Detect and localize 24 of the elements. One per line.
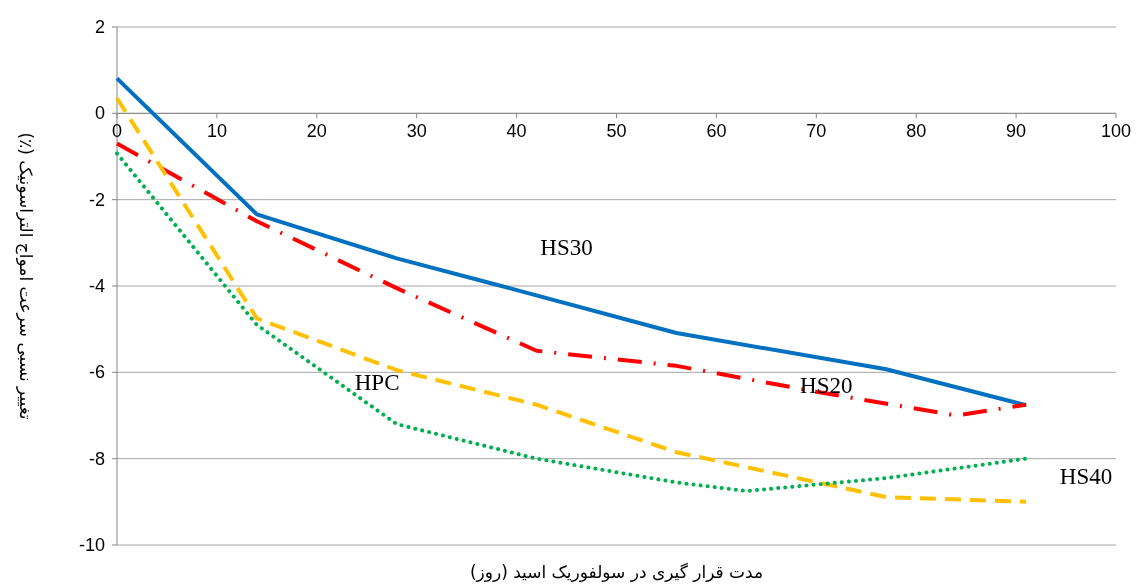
x-tick-label: 30 — [406, 121, 427, 142]
series-label: HPC — [354, 369, 400, 395]
x-tick-label: 10 — [206, 121, 227, 142]
y-tick-label: 2 — [94, 17, 105, 37]
x-tick-label: 80 — [906, 121, 927, 142]
x-tick-label: 70 — [806, 121, 827, 142]
y-tick-label: -4 — [88, 276, 105, 296]
series-label: HS40 — [1059, 463, 1113, 489]
y-tick-label: -2 — [88, 189, 105, 210]
y-tick-label: -10 — [78, 535, 105, 555]
x-tick-label: 20 — [306, 121, 327, 142]
x-tick-label: 100 — [1100, 121, 1132, 142]
x-tick-label: 50 — [606, 121, 627, 142]
x-tick-label: 60 — [706, 121, 727, 142]
series-label: HS30 — [540, 235, 593, 261]
x-tick-label: 90 — [1006, 121, 1027, 142]
y-axis-title: تغییر نسبی سرعت امواج التراسونیک (٪) — [15, 132, 36, 420]
y-tick-label: 0 — [94, 103, 105, 124]
x-axis-title: مدت قرار گیری در سولفوریک اسید (روز) — [469, 562, 764, 582]
y-tick-label: -8 — [88, 448, 105, 469]
x-tick-label: 40 — [506, 121, 527, 142]
x-tick-label: 0 — [111, 121, 123, 142]
series-label: HS20 — [800, 373, 853, 399]
y-tick-label: -6 — [88, 362, 105, 383]
